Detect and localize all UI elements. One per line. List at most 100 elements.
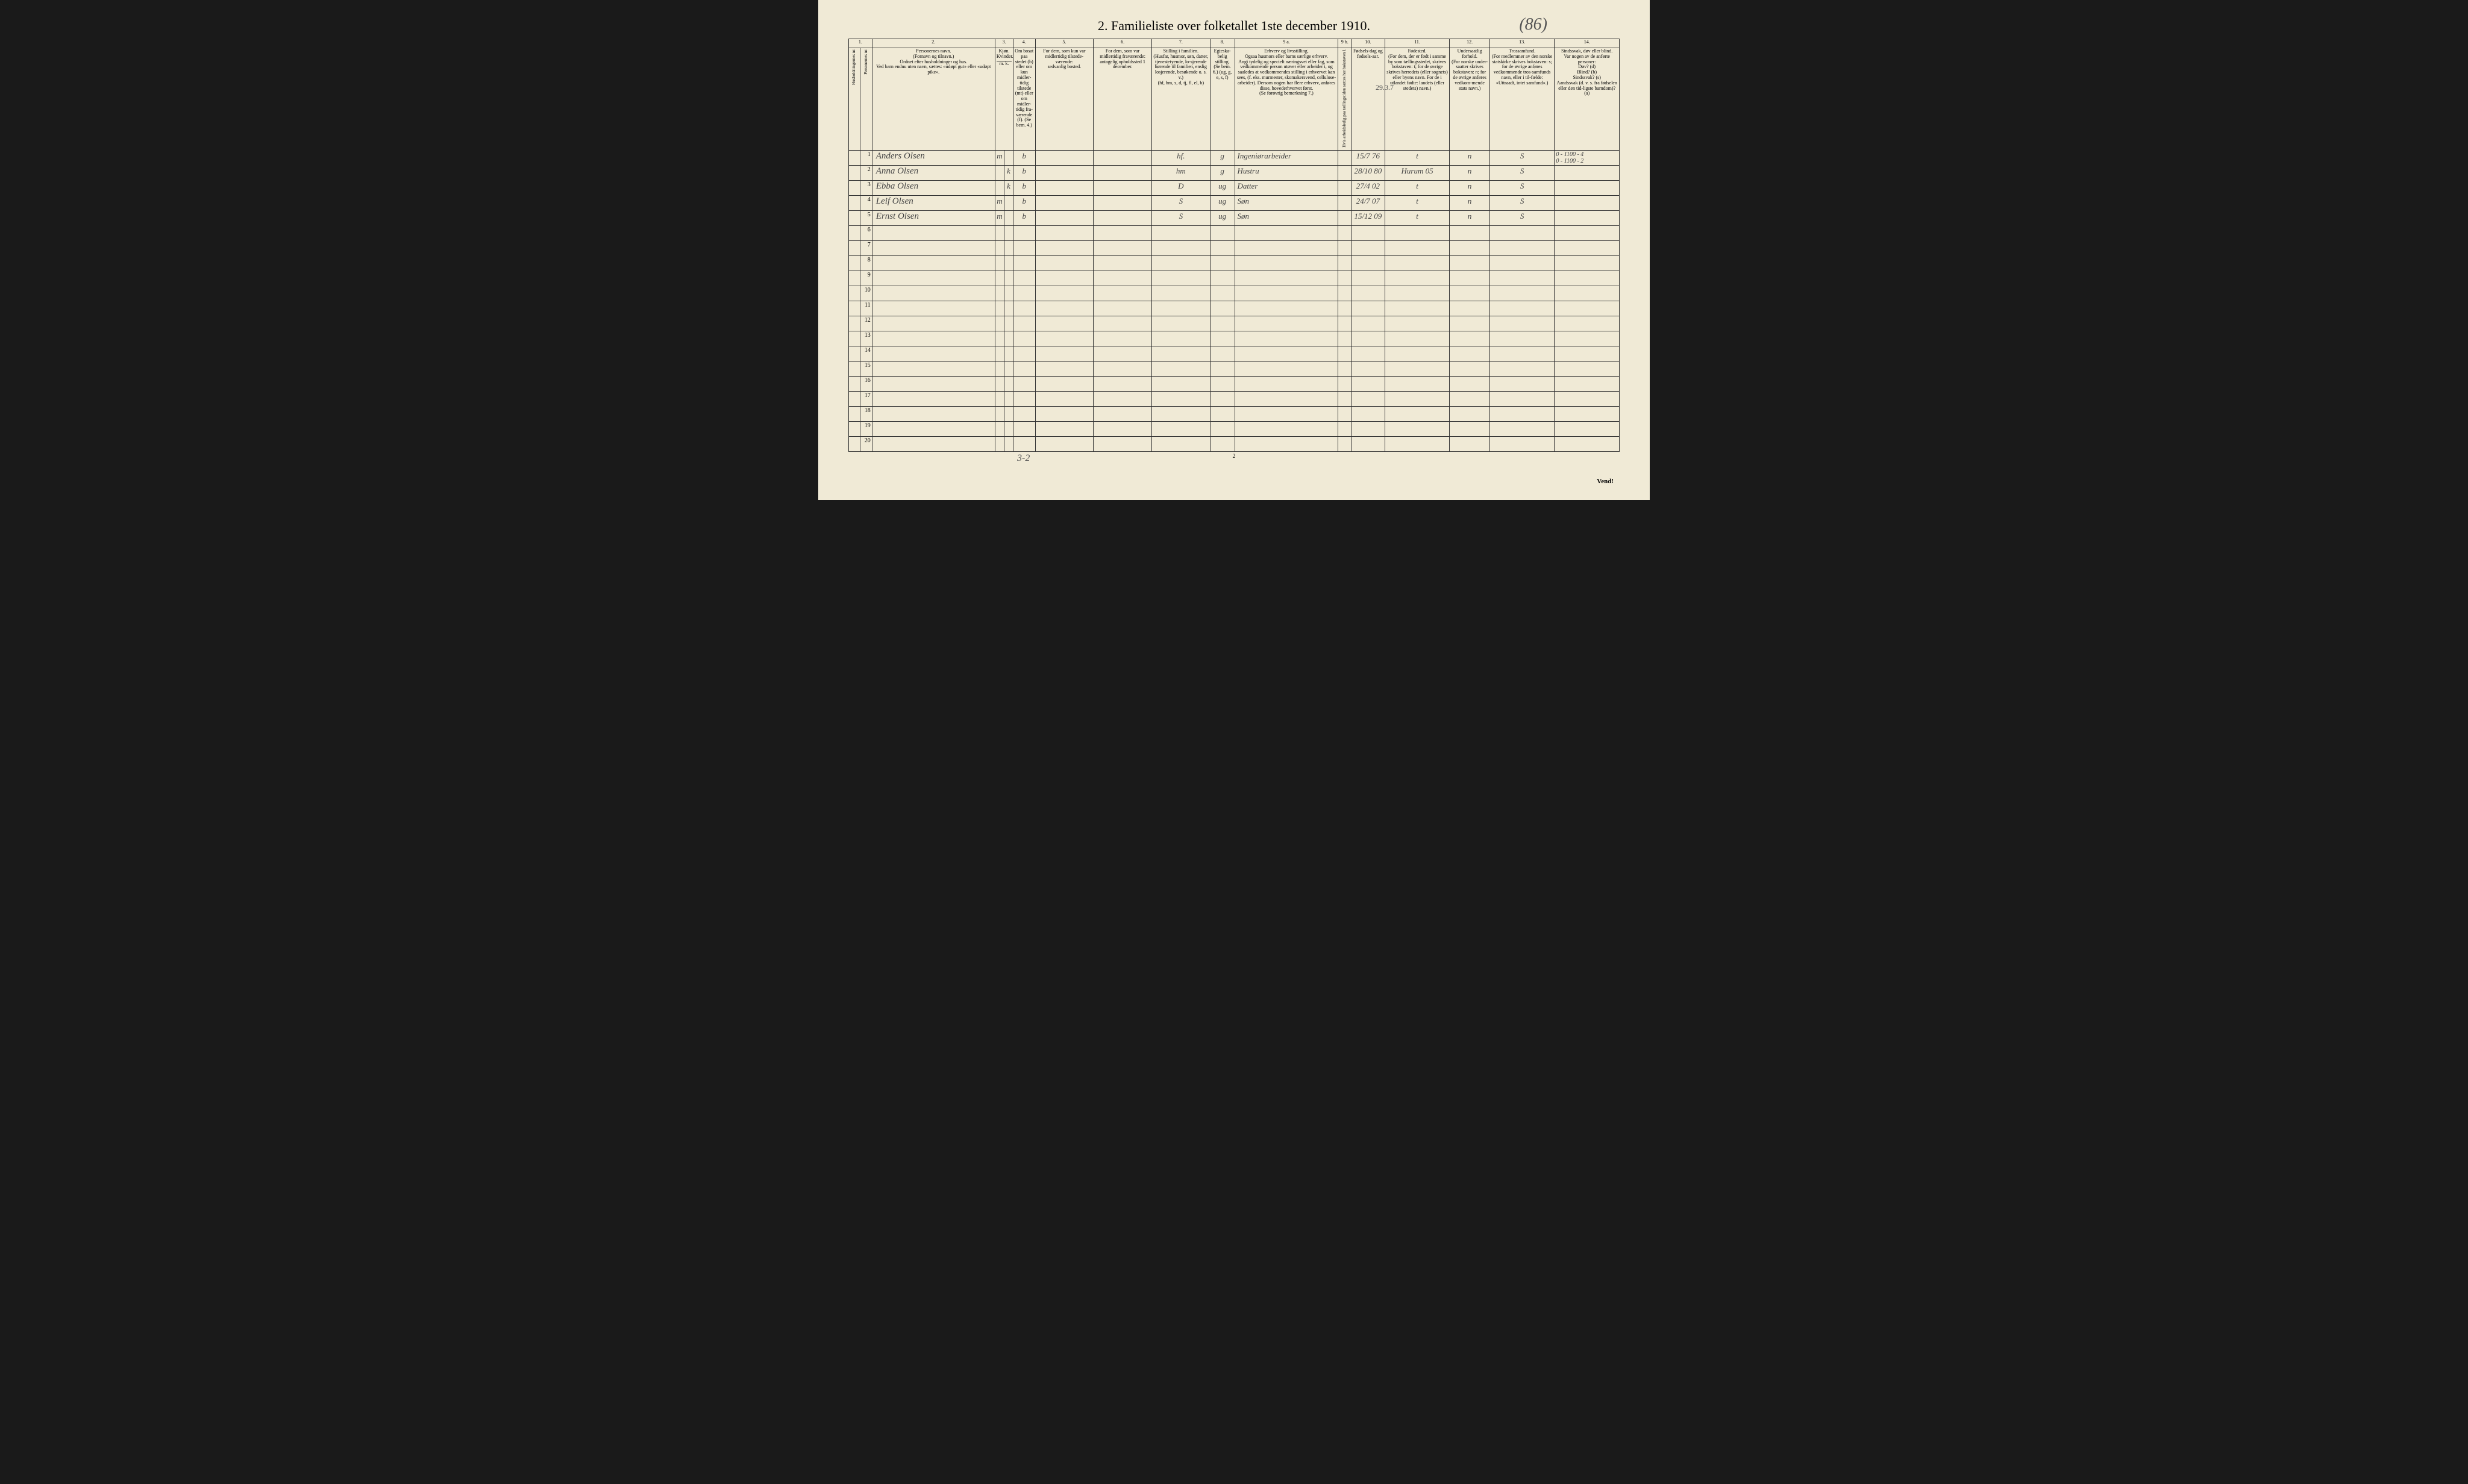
- person-num: 13: [860, 331, 872, 346]
- family-pos: hm: [1151, 165, 1210, 180]
- sex-k: k: [1004, 180, 1013, 195]
- religion: S: [1489, 165, 1554, 180]
- hdr-c9b: Hvis arbeidsledig paa tællingstiden sætt…: [1338, 48, 1351, 151]
- col9b: [1338, 180, 1351, 195]
- person-num: 1: [860, 150, 872, 165]
- vend-label: Vend!: [1597, 478, 1614, 485]
- col6: [1094, 210, 1152, 225]
- data-body: 1Anders Olsenmbhf.gIngeniørarbeider15/7 …: [849, 150, 1620, 451]
- household-num: [849, 361, 860, 376]
- occupation: Ingeniørarbeider: [1235, 150, 1338, 165]
- hdr-c9a: Erhverv og livsstilling. Ogsaa husmors e…: [1235, 48, 1338, 151]
- sex-m: m: [995, 150, 1004, 165]
- birthplace: t: [1385, 150, 1449, 165]
- person-num: 14: [860, 346, 872, 361]
- birthplace: t: [1385, 180, 1449, 195]
- col5: [1035, 165, 1094, 180]
- person-name: Ernst Olsen: [872, 210, 995, 225]
- family-pos: S: [1151, 195, 1210, 210]
- sex-k: k: [1004, 165, 1013, 180]
- person-num: 10: [860, 286, 872, 301]
- religion: S: [1489, 150, 1554, 165]
- residence: b: [1013, 210, 1035, 225]
- hdr-c1a: Husholdningernes nr.: [849, 48, 860, 151]
- sex-m: [995, 165, 1004, 180]
- household-num: [849, 421, 860, 436]
- table-row: 5Ernst OlsenmbSugSøn15/12 09tnS: [849, 210, 1620, 225]
- household-num: [849, 165, 860, 180]
- col6: [1094, 195, 1152, 210]
- hdr-c14: Sindssvak, døv eller blind. Var nogen av…: [1555, 48, 1620, 151]
- person-num: 3: [860, 180, 872, 195]
- table-row: 4Leif OlsenmbSugSøn24/7 07tnS: [849, 195, 1620, 210]
- birth-date: 15/7 76: [1351, 150, 1385, 165]
- residence: b: [1013, 165, 1035, 180]
- person-num: 5: [860, 210, 872, 225]
- occupation: Søn: [1235, 195, 1338, 210]
- col9b: [1338, 210, 1351, 225]
- col14: [1555, 195, 1620, 210]
- person-num: 17: [860, 391, 872, 406]
- col6: [1094, 165, 1152, 180]
- household-num: [849, 391, 860, 406]
- person-num: 11: [860, 301, 872, 316]
- sex-m: m: [995, 210, 1004, 225]
- col14: [1555, 165, 1620, 180]
- hdr-c1b: Personernes nr.: [860, 48, 872, 151]
- occupation: Datter: [1235, 180, 1338, 195]
- table-row: 20: [849, 436, 1620, 451]
- col5: [1035, 150, 1094, 165]
- person-num: 6: [860, 225, 872, 240]
- col9b: [1338, 195, 1351, 210]
- col14: [1555, 180, 1620, 195]
- hdr-c4: Om bosat paa stedet (b) eller om kun mid…: [1013, 48, 1035, 151]
- household-num: [849, 346, 860, 361]
- colnum-4: 4.: [1013, 39, 1035, 48]
- census-table: 1. 2. 3. 4. 5. 6. 7. 8. 9 a. 9 b. 10. 11…: [848, 39, 1620, 452]
- nationality: n: [1450, 180, 1490, 195]
- hdr-c5: For dem, som kun var midlertidig tilsted…: [1035, 48, 1094, 151]
- table-row: 9: [849, 271, 1620, 286]
- household-num: [849, 180, 860, 195]
- handwritten-top-right: (86): [1519, 15, 1547, 34]
- residence: b: [1013, 180, 1035, 195]
- hdr-c10: Fødsels-dag og fødsels-aar.: [1351, 48, 1385, 151]
- household-num: [849, 436, 860, 451]
- col14: 0 - 1100 - 4 0 - 1100 - 2: [1555, 150, 1620, 165]
- table-row: 14: [849, 346, 1620, 361]
- hdr-c6: For dem, som var midlertidig fraværende:…: [1094, 48, 1152, 151]
- family-pos: D: [1151, 180, 1210, 195]
- colnum-8: 8.: [1210, 39, 1235, 48]
- marital: ug: [1210, 210, 1235, 225]
- hdr-c7: Stilling i familien. (Husfar, husmor, sø…: [1151, 48, 1210, 151]
- religion: S: [1489, 210, 1554, 225]
- nationality: n: [1450, 165, 1490, 180]
- col6: [1094, 150, 1152, 165]
- birthplace: t: [1385, 195, 1449, 210]
- colnum-9b: 9 b.: [1338, 39, 1351, 48]
- person-name: Anders Olsen: [872, 150, 995, 165]
- household-num: [849, 255, 860, 271]
- person-name: Anna Olsen: [872, 165, 995, 180]
- person-num: 9: [860, 271, 872, 286]
- household-num: [849, 271, 860, 286]
- table-row: 1Anders Olsenmbhf.gIngeniørarbeider15/7 …: [849, 150, 1620, 165]
- residence: b: [1013, 150, 1035, 165]
- sex-k: [1004, 195, 1013, 210]
- page-number: 2: [848, 453, 1620, 460]
- person-name: Ebba Olsen: [872, 180, 995, 195]
- nationality: n: [1450, 195, 1490, 210]
- table-row: 2Anna OlsenkbhmgHustru28/10 80Hurum 05nS: [849, 165, 1620, 180]
- col14: [1555, 210, 1620, 225]
- sex-m: [995, 180, 1004, 195]
- colnum-3: 3.: [995, 39, 1013, 48]
- census-page: 2. Familieliste over folketallet 1ste de…: [818, 0, 1650, 500]
- sex-m: m: [995, 195, 1004, 210]
- religion: S: [1489, 195, 1554, 210]
- hdr-c12: Undersaatlig forhold. (For norske under-…: [1450, 48, 1490, 151]
- top-annotation: 29.3.7: [1376, 83, 1394, 92]
- person-num: 2: [860, 165, 872, 180]
- sex-k: [1004, 150, 1013, 165]
- residence: b: [1013, 195, 1035, 210]
- table-row: 16: [849, 376, 1620, 391]
